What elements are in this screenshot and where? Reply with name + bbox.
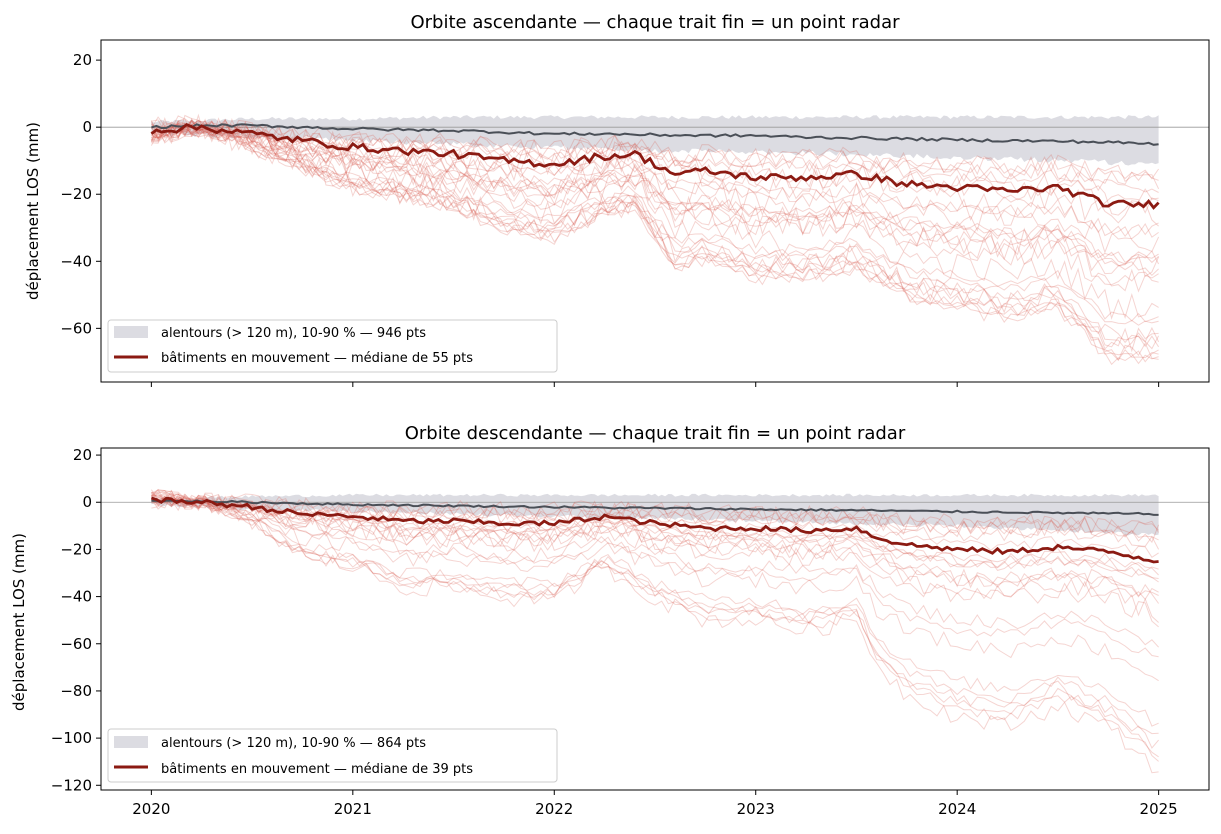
radar-point-trace bbox=[151, 492, 1159, 682]
legend-median-label: bâtiments en mouvement — médiane de 39 p… bbox=[161, 762, 473, 777]
moving-median bbox=[150, 496, 1159, 564]
surroundings-median bbox=[151, 123, 1159, 146]
radar-point-trace bbox=[151, 120, 1159, 277]
radar-point-trace bbox=[151, 119, 1159, 238]
radar-point-trace bbox=[151, 121, 1160, 344]
legend-median-label: bâtiments en mouvement — médiane de 55 p… bbox=[161, 351, 473, 366]
y-axis-label: déplacement LOS (mm) bbox=[24, 122, 42, 300]
y-tick-label: 0 bbox=[82, 493, 92, 511]
y-tick-label: −20 bbox=[60, 540, 92, 558]
radar-point-trace bbox=[151, 493, 1159, 541]
y-tick-label: −100 bbox=[51, 729, 92, 747]
radar-point-trace bbox=[151, 119, 1159, 264]
y-tick-label: 0 bbox=[82, 118, 92, 136]
radar-point-trace bbox=[151, 495, 1160, 550]
chart-title: Orbite ascendante — chaque trait fin = u… bbox=[410, 12, 900, 33]
radar-point-trace bbox=[151, 490, 1159, 762]
moving-buildings-median-line bbox=[150, 122, 1160, 210]
radar-point-trace bbox=[151, 496, 1159, 579]
legend-band-label: alentours (> 120 m), 10-90 % — 946 pts bbox=[161, 326, 426, 341]
radar-point-trace bbox=[150, 120, 1160, 190]
radar-point-trace bbox=[151, 122, 1159, 267]
radar-point-trace bbox=[150, 489, 1159, 601]
radar-point-trace bbox=[150, 494, 1159, 623]
y-tick-label: 20 bbox=[73, 51, 92, 69]
y-tick-label: −60 bbox=[60, 319, 92, 337]
plot-frame bbox=[100, 447, 1210, 791]
x-tick-label: 2024 bbox=[938, 800, 976, 818]
radar-point-trace bbox=[150, 122, 1159, 286]
radar-point-trace bbox=[151, 126, 1159, 362]
radar-point-trace bbox=[151, 496, 1159, 572]
radar-point-trace bbox=[151, 128, 1159, 326]
y-tick-label: −60 bbox=[60, 635, 92, 653]
radar-point-trace bbox=[151, 491, 1159, 576]
radar-point-trace bbox=[151, 492, 1159, 658]
moving-median bbox=[150, 122, 1160, 210]
legend: alentours (> 120 m), 10-90 % — 864 pts b… bbox=[107, 728, 558, 783]
y-axis-ticks: 20 0 −20 −40 −60 −80 −100 −120 bbox=[51, 446, 101, 794]
radar-point-trace bbox=[151, 120, 1159, 193]
radar-point-trace bbox=[150, 119, 1159, 240]
radar-point-trace bbox=[150, 119, 1160, 183]
radar-point-trace bbox=[151, 125, 1159, 365]
surroundings-median-line bbox=[151, 499, 1159, 516]
legend-band-swatch bbox=[114, 326, 148, 338]
radar-point-trace bbox=[151, 489, 1159, 758]
radar-point-trace bbox=[151, 120, 1159, 366]
plot-frame bbox=[100, 39, 1210, 383]
radar-point-trace bbox=[151, 114, 1160, 278]
x-tick-label: 2022 bbox=[535, 800, 573, 818]
legend-band-swatch bbox=[114, 736, 148, 748]
surroundings-median bbox=[151, 499, 1159, 516]
x-axis-ticks: 2020 2021 2022 2023 2024 2025 bbox=[132, 790, 1178, 818]
surroundings-median-line bbox=[151, 123, 1159, 146]
y-tick-label: −40 bbox=[60, 252, 92, 270]
legend-box bbox=[107, 728, 558, 783]
descending-orbit-chart: Orbite descendante — chaque trait fin = … bbox=[10, 423, 1210, 818]
y-tick-label: −120 bbox=[51, 776, 92, 794]
radar-point-trace bbox=[151, 121, 1160, 265]
radar-point-trace bbox=[151, 491, 1159, 648]
band-area bbox=[151, 115, 1159, 166]
legend-band-label: alentours (> 120 m), 10-90 % — 864 pts bbox=[161, 736, 426, 751]
radar-point-trace bbox=[151, 119, 1159, 361]
radar-point-trace bbox=[151, 488, 1159, 749]
y-tick-label: 20 bbox=[73, 446, 92, 464]
legend: alentours (> 120 m), 10-90 % — 946 pts b… bbox=[107, 319, 558, 373]
radar-point-trace bbox=[150, 117, 1159, 320]
radar-point-trace bbox=[151, 495, 1159, 597]
radar-point-trace bbox=[150, 119, 1159, 353]
ascending-orbit-chart: Orbite ascendante — chaque trait fin = u… bbox=[24, 12, 1210, 387]
x-tick-label: 2020 bbox=[132, 800, 170, 818]
radar-point-trace bbox=[151, 493, 1159, 727]
radar-point-trace bbox=[151, 126, 1160, 348]
radar-point-trace bbox=[151, 128, 1159, 323]
x-axis-ticks bbox=[150, 382, 1160, 387]
radar-point-trace bbox=[151, 489, 1159, 735]
x-tick-label: 2021 bbox=[334, 800, 372, 818]
y-axis-ticks: 20 0 −20 −40 −60 bbox=[60, 51, 101, 337]
x-tick-label: 2025 bbox=[1140, 800, 1178, 818]
x-tick-label: 2023 bbox=[737, 800, 775, 818]
radar-point-trace bbox=[151, 118, 1159, 293]
radar-point-trace bbox=[150, 121, 1160, 350]
y-axis-label: déplacement LOS (mm) bbox=[10, 533, 28, 711]
radar-point-trace bbox=[151, 493, 1159, 628]
legend-box bbox=[107, 319, 558, 373]
radar-point-trace bbox=[150, 113, 1160, 254]
moving-buildings-median-line bbox=[150, 496, 1159, 564]
radar-point-trace bbox=[150, 120, 1159, 216]
y-tick-label: −80 bbox=[60, 682, 92, 700]
radar-point-trace bbox=[151, 493, 1159, 774]
y-tick-label: −40 bbox=[60, 588, 92, 606]
y-tick-label: −20 bbox=[60, 185, 92, 203]
radar-point-traces bbox=[150, 113, 1160, 366]
chart-title: Orbite descendante — chaque trait fin = … bbox=[405, 423, 906, 444]
